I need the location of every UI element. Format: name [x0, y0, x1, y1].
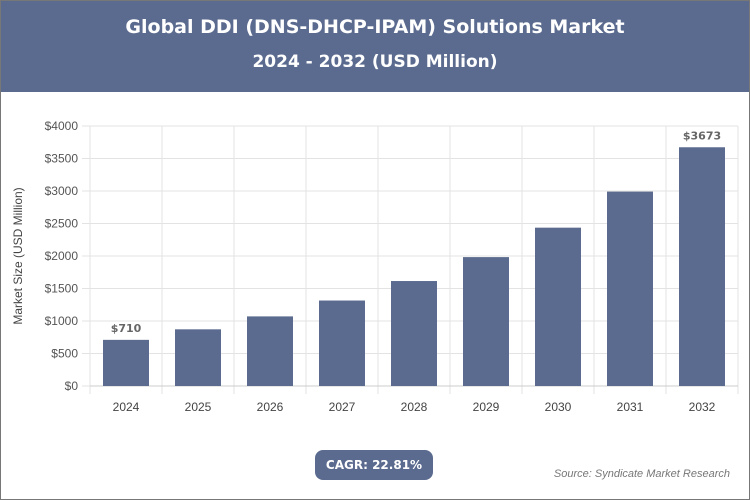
bar-2029	[463, 257, 509, 386]
y-tick-label: $500	[51, 347, 78, 361]
y-tick-label: $1000	[45, 314, 79, 328]
bar-2032	[679, 147, 725, 386]
bar-2031	[607, 191, 653, 386]
y-tick-label: $2000	[45, 249, 79, 263]
data-label: $710	[111, 322, 142, 335]
bar-2026	[247, 316, 293, 386]
bar-2028	[391, 281, 437, 386]
y-tick-label: $0	[65, 379, 79, 393]
y-tick-label: $2500	[45, 217, 79, 231]
y-tick-label: $3000	[45, 184, 79, 198]
bar-2030	[535, 227, 581, 386]
x-tick-label: 2027	[329, 400, 356, 414]
data-label: $3673	[683, 129, 721, 142]
x-tick-label: 2028	[401, 400, 428, 414]
y-tick-label: $1500	[45, 282, 79, 296]
y-tick-label: $3500	[45, 152, 79, 166]
x-tick-label: 2032	[689, 400, 716, 414]
y-axis-title: Market Size (USD Million)	[11, 187, 25, 324]
chart-subtitle: 2024 - 2032 (USD Million)	[252, 52, 498, 72]
bar-2024	[103, 339, 149, 386]
x-tick-label: 2029	[473, 400, 500, 414]
chart-title: Global DDI (DNS-DHCP-IPAM) Solutions Mar…	[125, 16, 625, 38]
x-tick-label: 2030	[545, 400, 572, 414]
source-note: Source: Syndicate Market Research	[553, 468, 730, 480]
x-tick-label: 2024	[113, 400, 140, 414]
x-tick-label: 2031	[617, 400, 644, 414]
bar-2025	[175, 329, 221, 386]
x-tick-label: 2026	[257, 400, 284, 414]
y-tick-label: $4000	[45, 119, 79, 133]
x-tick-label: 2025	[185, 400, 212, 414]
cagr-badge: CAGR: 22.81%	[315, 450, 433, 480]
chart-header: Global DDI (DNS-DHCP-IPAM) Solutions Mar…	[1, 1, 749, 92]
bar-2027	[319, 300, 365, 386]
